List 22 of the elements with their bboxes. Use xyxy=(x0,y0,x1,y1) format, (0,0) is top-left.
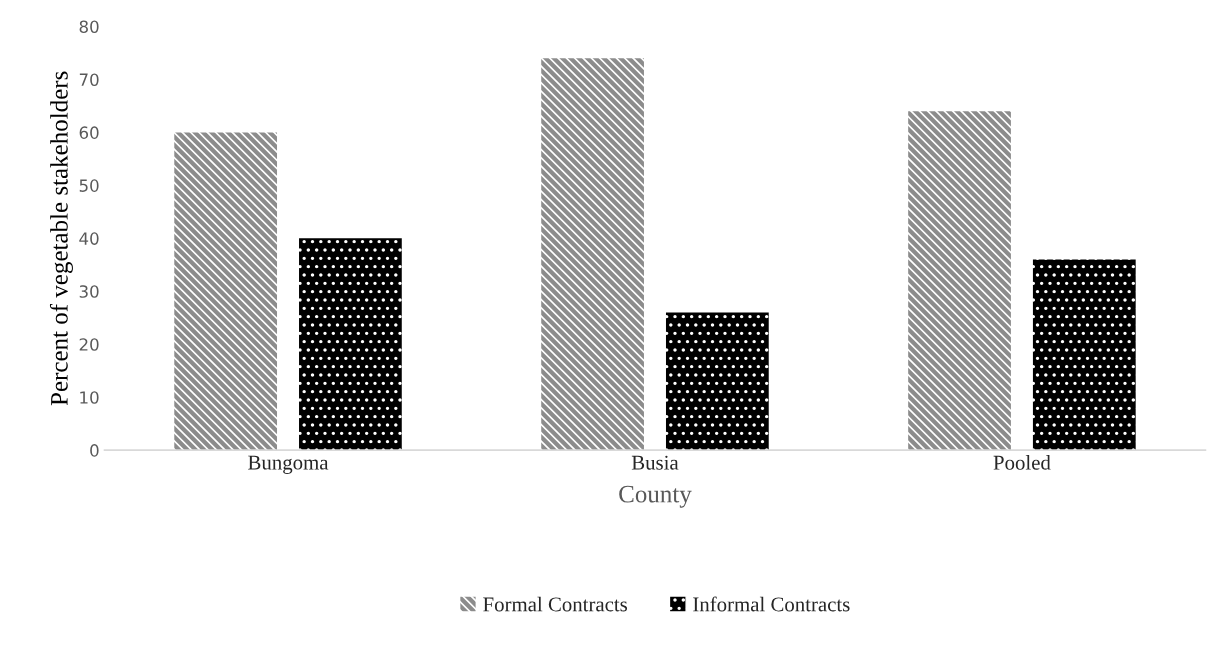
x-tick-label: Bungoma xyxy=(248,455,329,474)
bar xyxy=(908,111,1011,451)
x-tick-label: Pooled xyxy=(993,455,1051,470)
bar xyxy=(541,58,644,451)
y-tick-label: 80 xyxy=(79,20,99,34)
y-axis-title: Percent of vegetable stakeholders xyxy=(49,71,73,406)
y-tick-label: 50 xyxy=(79,179,99,192)
bar xyxy=(299,238,402,451)
x-tick-label: Busia xyxy=(631,455,679,470)
y-tick-label: 60 xyxy=(79,126,99,139)
x-axis-title: County xyxy=(619,485,692,508)
y-tick-label: 30 xyxy=(79,285,99,298)
bar xyxy=(174,132,278,451)
y-tick-label: 40 xyxy=(79,232,99,245)
y-tick-label: 0 xyxy=(90,444,99,457)
bar xyxy=(1032,259,1136,451)
y-tick-label: 20 xyxy=(79,338,99,351)
bar xyxy=(665,312,769,451)
legend-label: Informal Contracts xyxy=(693,596,850,612)
legend-label: Formal Contracts xyxy=(483,596,628,612)
y-tick-label: 70 xyxy=(79,73,99,87)
y-tick-label: 10 xyxy=(80,391,99,404)
